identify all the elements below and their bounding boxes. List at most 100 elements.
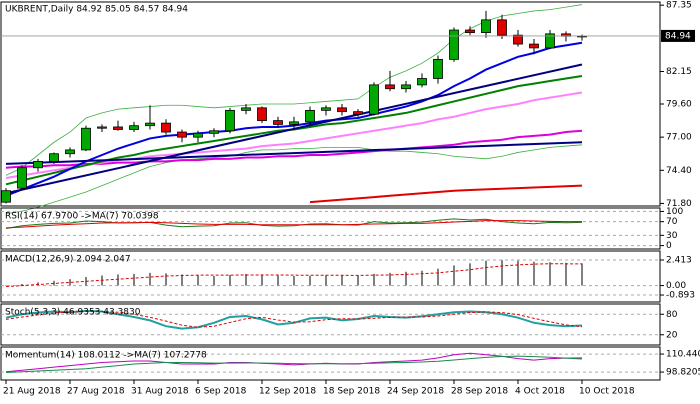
- panel-frame: [0, 346, 661, 381]
- candle-body: [305, 109, 315, 123]
- panel-frame: [0, 250, 661, 303]
- y-tick-label: 0: [666, 241, 672, 251]
- y-tick-label: 82.15: [666, 67, 692, 77]
- y-tick-label: 2.413: [666, 255, 692, 265]
- macd-bar: [469, 263, 471, 286]
- candle-body: [417, 78, 427, 86]
- indicator-title: MACD(12,26,9) 2.094 2.047: [5, 255, 131, 265]
- macd-bar: [229, 274, 231, 286]
- candle-body: [33, 160, 43, 169]
- macd-bar: [261, 274, 263, 286]
- chart-title: UKBRENT,Daily 84.92 85.05 84.57 84.94: [5, 5, 188, 15]
- candle-body: [49, 153, 59, 162]
- indicator-line: [5, 220, 583, 229]
- x-tick-label: 4 Oct 2018: [515, 387, 565, 397]
- candle-body: [273, 120, 283, 125]
- macd-bar: [197, 275, 199, 286]
- trendline: [5, 141, 583, 165]
- candle-body: [465, 29, 475, 33]
- y-tick-label: 110.4402: [666, 350, 700, 360]
- macd-bar: [405, 271, 407, 286]
- macd-bar: [213, 276, 215, 286]
- candle-body: [97, 126, 107, 129]
- macd-bar: [69, 279, 71, 286]
- macd-bar: [453, 265, 455, 286]
- macd-bar: [421, 270, 423, 286]
- macd-bar: [389, 272, 391, 286]
- macd-bar: [37, 282, 39, 286]
- macd-bar: [517, 260, 519, 286]
- macd-bar: [5, 285, 7, 286]
- y-tick-label: 74.40: [666, 166, 692, 176]
- x-tick-label: 24 Sep 2018: [387, 387, 444, 397]
- last-price-box: [661, 29, 695, 42]
- macd-bar: [565, 262, 567, 286]
- macd-bar: [581, 263, 583, 286]
- indicator-line: [5, 263, 583, 288]
- candle-body: [161, 122, 171, 133]
- macd-bar: [53, 280, 55, 286]
- indicator-title: Momentum(14) 108.0112 ->MA(7) 107.2778: [5, 351, 207, 361]
- y-tick-label: 80: [666, 310, 678, 320]
- indicator-line: [5, 129, 583, 169]
- y-tick-label: 0.00: [666, 281, 686, 291]
- candle-body: [529, 43, 539, 49]
- x-tick-label: 18 Sep 2018: [323, 387, 380, 397]
- y-tick-label: 79.60: [666, 100, 692, 110]
- macd-bar: [133, 273, 135, 286]
- macd-bar: [293, 276, 295, 286]
- x-tick-label: 12 Sep 2018: [259, 387, 316, 397]
- candle-body: [209, 130, 219, 134]
- macd-bar: [437, 268, 439, 286]
- candle-body: [481, 19, 491, 34]
- candle-body: [81, 127, 91, 151]
- candle-body: [193, 132, 203, 138]
- macd-bar: [549, 262, 551, 286]
- candle-body: [289, 121, 299, 125]
- macd-bar: [533, 261, 535, 286]
- y-tick-label: -0.893: [666, 291, 695, 301]
- y-tick-label: 98.8205: [666, 368, 700, 378]
- x-tick-label: 28 Sep 2018: [451, 387, 508, 397]
- x-tick-label: 6 Sep 2018: [195, 387, 247, 397]
- y-tick-label: 71.80: [666, 199, 692, 209]
- candle-body: [401, 84, 411, 90]
- x-tick-label: 27 Aug 2018: [67, 387, 125, 397]
- candle-body: [17, 167, 27, 189]
- candle-body: [337, 107, 347, 113]
- candle-body: [113, 126, 123, 130]
- candle-body: [225, 109, 235, 132]
- y-tick-label: 100: [666, 207, 683, 217]
- indicator-line: [309, 184, 583, 204]
- indicator-title: Stoch(5,3,3) 46.9353 43.3830: [5, 308, 141, 318]
- candle-body: [545, 33, 555, 49]
- macd-bar: [21, 283, 23, 286]
- candle-body: [353, 111, 363, 115]
- macd-bar: [357, 275, 359, 286]
- candle-body: [1, 190, 11, 203]
- candle-body: [449, 29, 459, 60]
- macd-bar: [341, 275, 343, 286]
- indicator-line: [5, 91, 583, 179]
- indicator-line: [5, 218, 583, 229]
- macd-bar: [373, 273, 375, 286]
- panel-frame: [0, 207, 661, 250]
- indicator-line: [5, 311, 583, 328]
- macd-bar: [181, 274, 183, 286]
- macd-bar: [165, 273, 167, 286]
- y-tick-label: 77.00: [666, 133, 692, 143]
- macd-bar: [501, 260, 503, 286]
- y-tick-label: 20: [666, 330, 678, 340]
- y-tick-label: 30: [666, 231, 678, 241]
- indicator-title: RSI(14) 67.9700 ->MA(7) 70.0398: [5, 212, 159, 222]
- panel-frame: [0, 303, 661, 346]
- x-tick-label: 31 Aug 2018: [131, 387, 189, 397]
- candle-body: [145, 122, 155, 127]
- macd-bar: [245, 273, 247, 286]
- macd-bar: [325, 275, 327, 286]
- macd-bar: [149, 272, 151, 286]
- candle-body: [129, 125, 139, 130]
